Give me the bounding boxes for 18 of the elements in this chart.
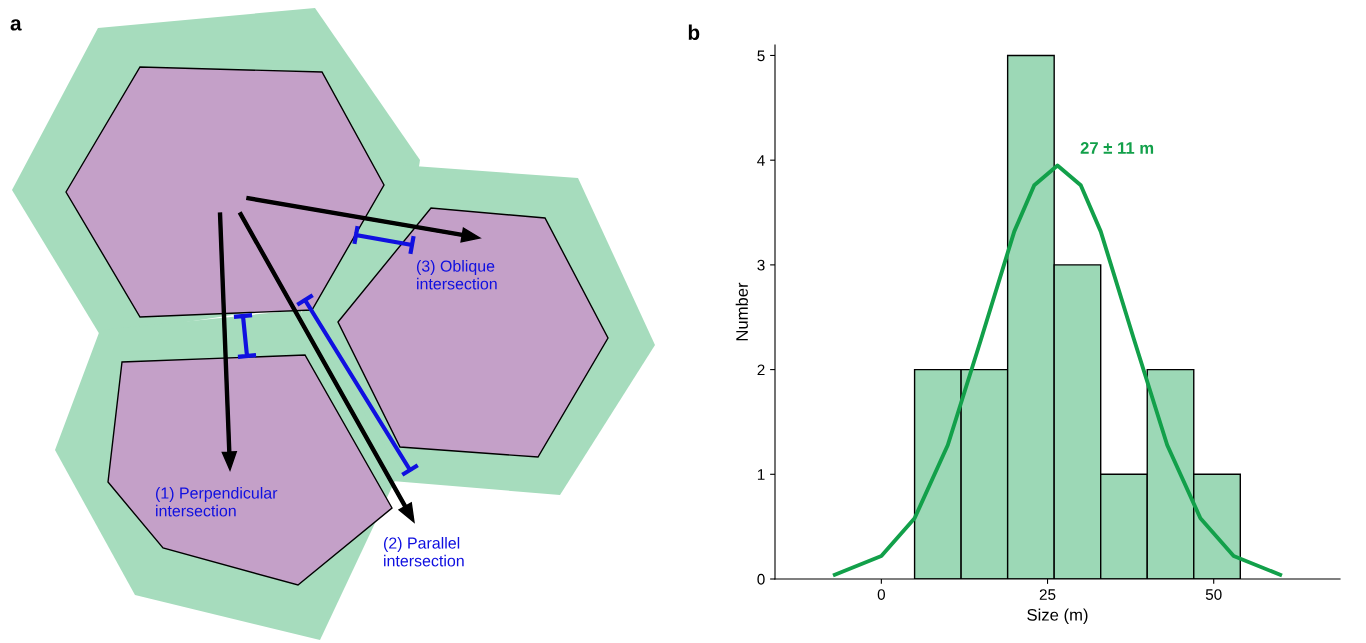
x-tick-label: 50 (1205, 589, 1222, 600)
text: a (10, 19, 22, 31)
y-tick-label: 4 (757, 155, 765, 166)
x-tick-label: 25 (1039, 589, 1056, 600)
y-tick-label: 2 (757, 364, 765, 376)
x-axis-title: Size (m) (1027, 608, 1088, 625)
y-tick-label: 5 (757, 50, 765, 62)
text: (3) Oblique intersection (416, 260, 497, 290)
line-series (832, 163, 1283, 577)
y-tick-label: 0 (757, 573, 765, 585)
x-tick-label: 0 (877, 589, 885, 600)
y-tick-label: 3 (757, 259, 765, 271)
y-tick-label: 1 (757, 469, 765, 480)
annotation: 27 ± 11 m (1080, 142, 1154, 154)
text: (1) Perpendicular intersection (155, 487, 278, 517)
y-axis-title: Number (735, 282, 748, 341)
text: (2) Parallel intersection (383, 537, 464, 567)
chart-title: b (688, 24, 700, 40)
